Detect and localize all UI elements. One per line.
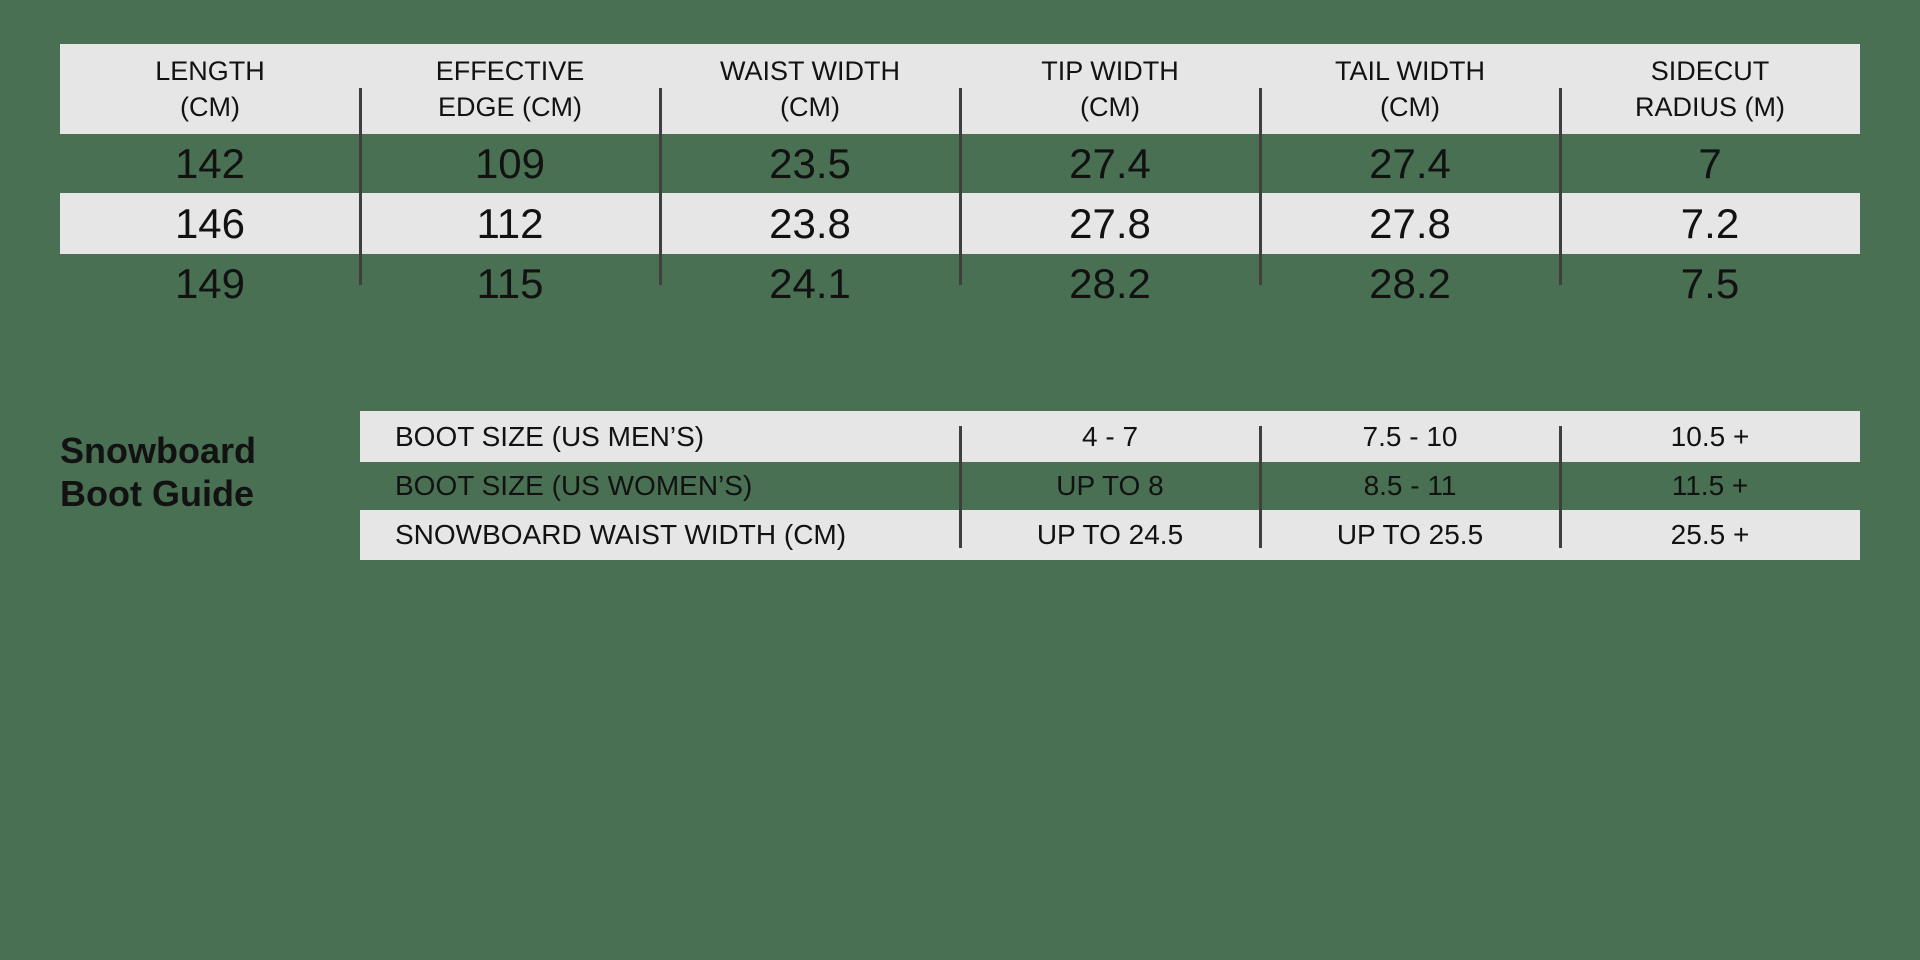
header-line: TAIL WIDTH [1335, 56, 1485, 86]
header-line: WAIST WIDTH [720, 56, 900, 86]
boot-row-value: 11.5 + [1671, 470, 1749, 501]
spec-cell: 27.8 [1369, 199, 1451, 247]
spec-row-142: 142 109 23.5 27.4 27.4 7 [60, 134, 1860, 193]
column-divider [1559, 88, 1562, 285]
header-line: (CM) [180, 92, 240, 122]
boot-row-value: 4 - 7 [1081, 420, 1139, 452]
spec-header-tip-width: TIP WIDTH (CM) [960, 44, 1260, 134]
boot-row-value: UP TO 8 [1056, 470, 1164, 501]
column-divider [359, 88, 362, 285]
boot-row-womens: BOOT SIZE (US WOMEN’S) UP TO 8 8.5 - 11 … [360, 462, 1860, 510]
spec-cell: 109 [474, 139, 546, 187]
spec-header-effective-edge: EFFECTIVE EDGE (CM) [360, 44, 660, 134]
column-divider [959, 426, 962, 548]
spec-cell: 27.8 [1069, 199, 1151, 247]
header-line: (CM) [780, 92, 840, 122]
column-divider [659, 88, 662, 285]
spec-cell: 142 [174, 139, 246, 187]
spec-cell: 24.1 [769, 260, 851, 307]
boot-row-value: UP TO 25.5 [1336, 519, 1484, 550]
spec-cell: 149 [174, 260, 246, 307]
header-line: RADIUS (M) [1635, 92, 1785, 122]
spec-cell: 146 [174, 199, 246, 247]
header-line: EDGE (CM) [438, 92, 582, 122]
boot-row-value: 10.5 + [1670, 420, 1750, 452]
column-divider [1259, 426, 1262, 548]
spec-cell: 115 [476, 260, 544, 307]
header-line: (CM) [1080, 92, 1140, 122]
spec-cell: 7.5 [1680, 260, 1740, 307]
boot-guide-title: Snowboard Boot Guide [60, 429, 256, 515]
header-line: TIP WIDTH [1041, 56, 1179, 86]
boot-row-value: UP TO 24.5 [1036, 519, 1184, 550]
spec-cell: 28.2 [1369, 260, 1451, 307]
spec-header-sidecut-radius: SIDECUT RADIUS (M) [1560, 44, 1860, 134]
column-divider [1559, 426, 1562, 548]
boot-row-label: BOOT SIZE (US MEN’S) [395, 420, 705, 452]
spec-cell: 7.2 [1680, 199, 1740, 247]
spec-cell: 23.5 [769, 139, 851, 187]
spec-header-waist-width: WAIST WIDTH (CM) [660, 44, 960, 134]
spec-header-tail-width: TAIL WIDTH (CM) [1260, 44, 1560, 134]
spec-row-149: 149 115 24.1 28.2 28.2 7.5 [60, 254, 1860, 314]
boot-row-label: SNOWBOARD WAIST WIDTH (CM) [395, 519, 847, 550]
header-line: LENGTH [155, 56, 265, 86]
column-divider [959, 88, 962, 285]
spec-cell: 27.4 [1069, 139, 1151, 187]
boot-row-value: 8.5 - 11 [1363, 470, 1457, 501]
boot-guide-title-line1: Snowboard [60, 430, 256, 471]
column-divider [1259, 88, 1262, 285]
header-line: SIDECUT [1650, 56, 1770, 86]
spec-cell: 28.2 [1069, 260, 1151, 307]
spec-cell: 27.4 [1369, 139, 1451, 187]
header-line: (CM) [1380, 92, 1440, 122]
spec-cell: 112 [476, 199, 544, 247]
boot-row-waist-width: SNOWBOARD WAIST WIDTH (CM) UP TO 24.5 UP… [360, 510, 1860, 560]
spec-cell: 7 [1698, 139, 1722, 187]
boot-guide-title-line2: Boot Guide [60, 473, 254, 514]
spec-header-length: LENGTH (CM) [60, 44, 360, 134]
header-line: EFFECTIVE [435, 56, 585, 86]
boot-row-label: BOOT SIZE (US WOMEN’S) [395, 470, 753, 501]
boot-row-value: 25.5 + [1670, 519, 1750, 550]
boot-row-mens: BOOT SIZE (US MEN’S) 4 - 7 7.5 - 10 10.5… [360, 411, 1860, 462]
boot-row-value: 7.5 - 10 [1362, 420, 1458, 452]
spec-cell: 23.8 [769, 199, 851, 247]
